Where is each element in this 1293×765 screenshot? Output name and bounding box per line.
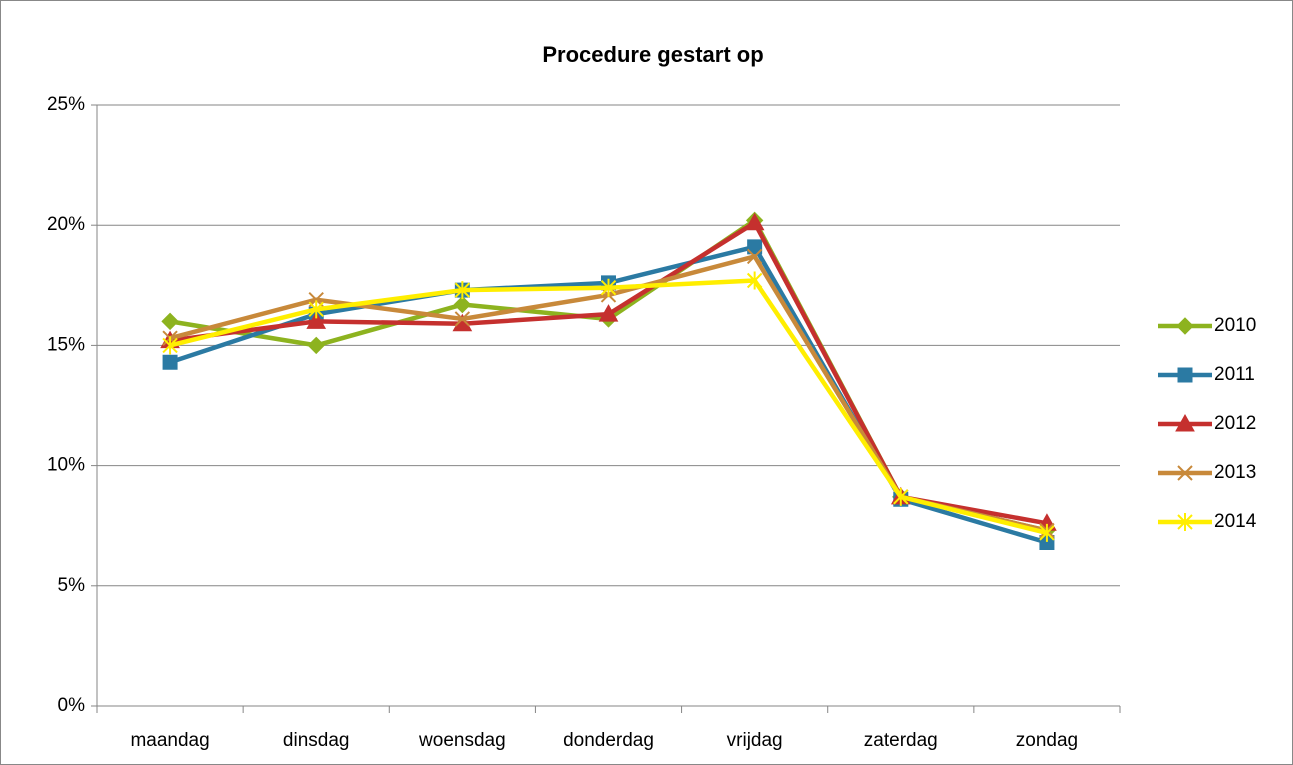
x-tick-label: woensdag [418,730,506,751]
data-point [454,281,471,300]
x-tick-label: donderdag [563,730,654,751]
chart-title: Procedure gestart op [542,42,763,67]
data-point [893,487,909,506]
legend-marker [1177,513,1193,531]
x-tick-label: zaterdag [864,730,938,751]
data-point [307,336,325,355]
x-tick-label: maandag [130,730,209,751]
data-point [306,311,327,329]
y-tick-label: 25% [47,94,85,115]
legend-marker [1177,367,1193,383]
x-tick-label: zondag [1016,730,1078,751]
data-point [747,239,763,255]
x-tick-label: vrijdag [727,730,783,751]
data-point [746,248,763,265]
data-point [162,354,178,370]
legend-label: 2010 [1214,315,1256,336]
data-point [162,336,178,355]
legend-marker [1177,465,1193,481]
legend-label: 2012 [1214,413,1256,434]
legend-label: 2014 [1214,511,1257,532]
data-point [600,278,617,297]
data-point [453,295,472,314]
legend-marker [1176,317,1194,335]
legend-marker [1175,413,1195,432]
data-point [746,271,763,290]
data-point [598,304,619,322]
y-tick-label: 0% [58,695,86,716]
x-tick-label: dinsdag [283,730,350,751]
data-point [744,212,765,231]
data-point [454,311,471,327]
data-point [161,312,179,331]
data-point [1039,523,1055,542]
y-tick-label: 5% [58,575,86,596]
y-tick-label: 15% [47,334,85,355]
legend-label: 2011 [1214,364,1255,385]
legend-label: 2013 [1214,462,1256,483]
data-point [308,300,324,319]
y-tick-label: 10% [47,455,85,476]
y-tick-label: 20% [47,214,85,235]
